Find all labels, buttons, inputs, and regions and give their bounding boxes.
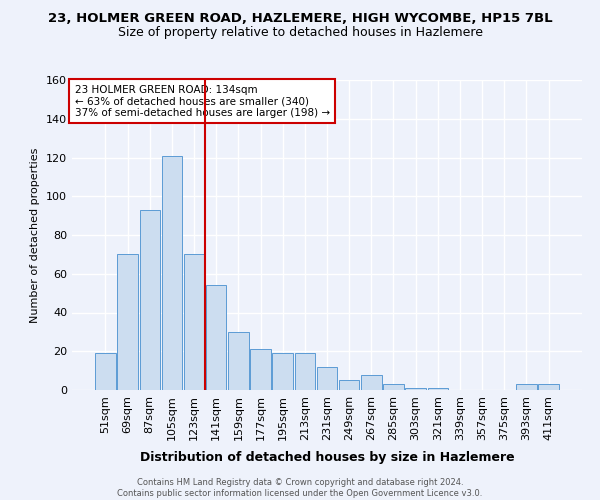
Bar [406, 388, 426, 390]
X-axis label: Distribution of detached houses by size in Hazlemere: Distribution of detached houses by size … [140, 451, 514, 464]
Bar [118, 254, 138, 390]
Y-axis label: Number of detached properties: Number of detached properties [31, 148, 40, 322]
Bar [184, 254, 204, 390]
Bar [538, 384, 559, 390]
Bar [228, 332, 248, 390]
Bar [161, 156, 182, 390]
Bar [250, 350, 271, 390]
Bar [206, 286, 226, 390]
Text: 23 HOLMER GREEN ROAD: 134sqm
← 63% of detached houses are smaller (340)
37% of s: 23 HOLMER GREEN ROAD: 134sqm ← 63% of de… [74, 84, 329, 118]
Bar [95, 353, 116, 390]
Text: 23, HOLMER GREEN ROAD, HAZLEMERE, HIGH WYCOMBE, HP15 7BL: 23, HOLMER GREEN ROAD, HAZLEMERE, HIGH W… [47, 12, 553, 26]
Bar [516, 384, 536, 390]
Bar [295, 353, 315, 390]
Text: Contains HM Land Registry data © Crown copyright and database right 2024.
Contai: Contains HM Land Registry data © Crown c… [118, 478, 482, 498]
Bar [317, 367, 337, 390]
Bar [272, 353, 293, 390]
Bar [428, 388, 448, 390]
Bar [383, 384, 404, 390]
Text: Size of property relative to detached houses in Hazlemere: Size of property relative to detached ho… [118, 26, 482, 39]
Bar [339, 380, 359, 390]
Bar [361, 374, 382, 390]
Bar [140, 210, 160, 390]
